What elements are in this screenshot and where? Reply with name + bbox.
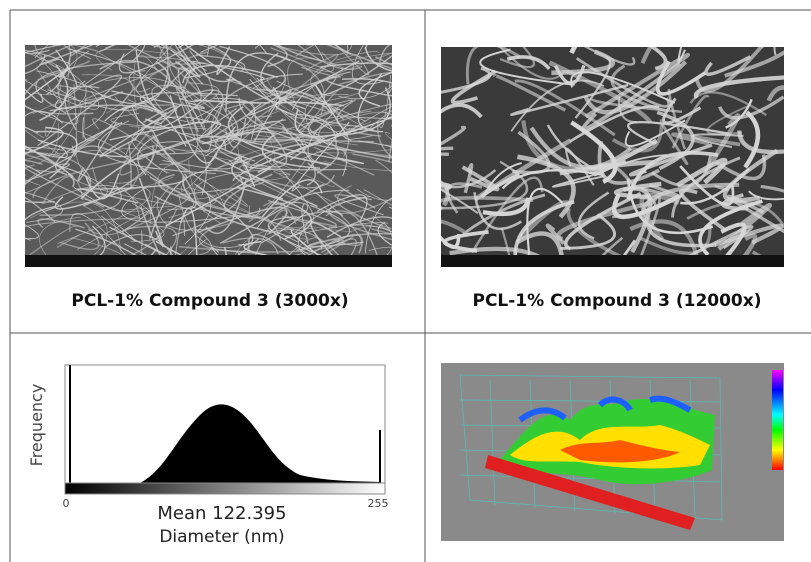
fiber [389, 46, 420, 92]
fiber [293, 0, 413, 45]
fiber [83, 20, 133, 45]
range-start: 0 [63, 497, 70, 510]
fiber [11, 35, 60, 46]
fiber [0, 159, 25, 199]
surface-plot [441, 363, 784, 541]
x-label: Diameter (nm) [159, 527, 284, 547]
sem-image [346, 0, 811, 301]
caption: PCL-1% Compound 3 (3000x) [71, 291, 348, 311]
sem-image [0, 0, 489, 308]
histogram [65, 365, 385, 494]
fiber [147, 14, 225, 48]
fiber [154, 22, 212, 48]
fiber [53, 11, 84, 45]
y-label: Frequency [27, 384, 46, 467]
fiber [0, 56, 27, 80]
fiber [365, 13, 455, 49]
mean-label: Mean 122.395 [157, 503, 286, 524]
fiber [14, 0, 121, 47]
figure: PCL-1% Compound 3 (3000x) PCL-1% Compoun… [0, 0, 811, 562]
fiber [433, 181, 442, 224]
range-end: 255 [368, 497, 389, 510]
fiber [389, 147, 427, 213]
caption: PCL-1% Compound 3 (12000x) [472, 291, 761, 311]
